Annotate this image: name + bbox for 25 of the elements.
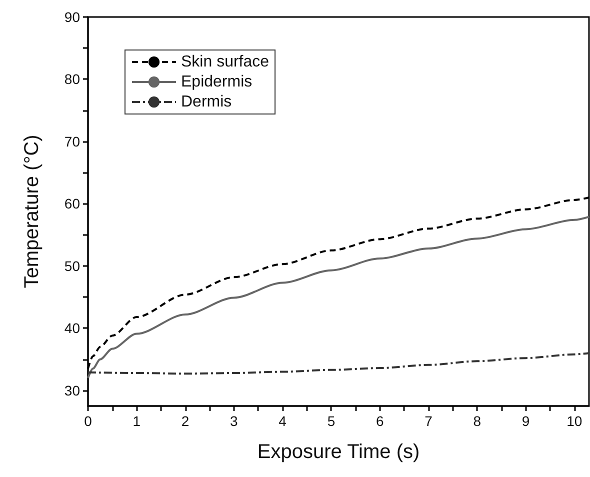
legend-label: Dermis [181, 94, 232, 110]
x-tick-label: 10 [566, 413, 582, 429]
y-tick-label: 80 [64, 71, 80, 88]
y-tick-label: 50 [64, 258, 80, 274]
y-axis-title: Temperature (°C) [21, 134, 43, 288]
x-tick-label: 3 [230, 413, 238, 429]
legend-label: Skin surface [181, 54, 270, 70]
line-series [87, 352, 590, 375]
x-tick-label: 9 [522, 413, 530, 429]
x-tick-label: 6 [376, 413, 384, 429]
x-tick-label: 2 [181, 413, 190, 429]
y-tick-label: 90 [64, 9, 80, 25]
x-tick-label: 1 [132, 413, 141, 429]
x-tick-label: 0 [84, 413, 92, 429]
x-axis-title: Exposure Time (s) [257, 441, 420, 463]
x-tick-label: 4 [278, 413, 287, 429]
x-tick-label: 5 [327, 413, 336, 429]
y-tick-label: 30 [64, 382, 80, 398]
y-tick-label: 70 [64, 133, 80, 150]
legend-label: Epidermis [181, 74, 252, 90]
x-tick-label: 8 [473, 413, 482, 429]
y-tick-label: 60 [64, 196, 80, 212]
y-tick-label: 40 [64, 320, 80, 336]
x-tick-label: 7 [424, 413, 433, 429]
line-series [87, 216, 590, 379]
